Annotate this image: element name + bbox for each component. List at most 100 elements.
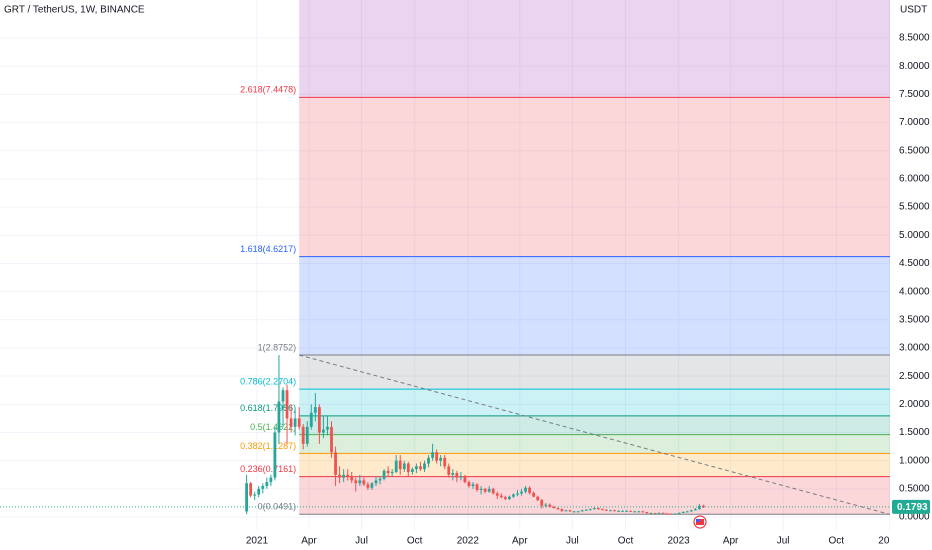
candle-body [253,494,257,496]
candle-body [507,496,511,500]
candle-body [649,513,653,515]
candle-body [406,463,410,472]
candle-body [637,511,641,513]
candle-body [609,510,612,512]
fib-label: 1.618(4.6217) [240,244,296,254]
candle-body [265,482,269,487]
candle-body [459,476,463,478]
candle-body [520,491,523,494]
candle-body [281,390,285,402]
x-tick-label: Apr [301,536,317,547]
y-tick-label: 4.5000 [899,258,930,269]
candle-body [273,432,277,478]
x-tick-label: Jul [777,536,790,547]
y-tick-label: 8.0000 [899,61,930,72]
fib-label: 1(2.8752) [258,342,297,352]
price-label: 0.1793 [897,502,928,513]
candle-body [467,482,471,487]
candle-body [495,493,499,496]
candle-body [677,512,681,514]
candle-body [374,480,378,484]
y-tick-label: 0.0000 [899,512,930,523]
candle-body [576,511,580,513]
candle-body [479,488,483,490]
candle-body [528,487,532,493]
y-tick-label: 7.5000 [899,89,930,100]
candle-body [410,469,414,472]
candle-body [633,511,637,513]
candle-body [249,483,253,496]
fib-zone [299,97,890,257]
candle-body [665,513,669,515]
candle-body [475,484,479,490]
fib-zone [299,434,890,454]
candle-body [621,510,624,512]
candle-body [309,412,313,427]
candle-body [346,474,350,477]
candle-body [330,426,333,453]
candle-body [269,477,273,483]
candle-body [596,508,600,510]
candle-body [653,513,657,515]
candle-body [613,510,616,512]
candle-body [584,509,588,511]
x-tick-label: Jul [355,536,368,547]
x-tick-label: 2022 [457,536,480,547]
price-label-box [892,499,930,514]
trend-line [299,354,890,515]
candle-body [261,486,265,489]
chart-title: GRT / TetherUS, 1W, BINANCE [4,5,145,16]
candle-body [681,511,685,513]
y-tick-label: 4.0000 [899,286,930,297]
x-tick-label: Jul [566,536,579,547]
candle-body [568,510,572,512]
event-icon-flag [696,519,704,525]
candle-body [305,426,309,444]
fib-label: 0.618(1.7956) [240,403,296,413]
candle-body [560,509,564,511]
candle-body [605,509,608,511]
candle-body [657,512,661,514]
candle-body [572,511,576,513]
candle-body [455,473,459,478]
candle-body [645,511,649,514]
candle-body [301,426,305,444]
candle-body [629,510,633,512]
y-tick-label: 8.5000 [899,33,930,44]
candle-body [532,492,536,497]
candle-body [536,496,540,501]
fib-zone [299,453,890,477]
y-tick-label: 5.0000 [899,230,930,241]
y-tick-label: 3.5000 [899,314,930,325]
y-tick-label: 7.0000 [899,117,930,128]
price-axis [890,0,932,550]
candle-body [394,460,398,472]
candle-body [463,476,467,483]
candle-body [689,510,693,512]
y-tick-label: 5.5000 [899,202,930,213]
x-tick-label: 2023 [667,536,690,547]
candle-body [552,506,556,509]
candle-body [326,426,329,430]
candle-body [447,466,451,475]
candle-body [669,513,673,515]
candle-body [419,466,422,470]
candle-body [471,484,475,487]
candle-body [350,476,354,481]
candle-body [415,466,418,470]
y-tick-label: 1.0000 [899,455,930,466]
candle-body [322,429,325,433]
candle-body [503,497,507,500]
y-tick-label: 3.0000 [899,343,930,354]
y-tick-label: 6.5000 [899,145,930,156]
candle-body [317,407,321,433]
y-tick-label: 6.0000 [899,174,930,185]
candle-body [693,509,697,511]
x-tick-label: Oct [407,536,423,547]
candle-body [378,478,382,481]
candle-body [544,504,548,506]
candle-body [516,493,519,495]
candle-body [499,495,503,498]
y-tick-label: 1.5000 [899,427,930,438]
